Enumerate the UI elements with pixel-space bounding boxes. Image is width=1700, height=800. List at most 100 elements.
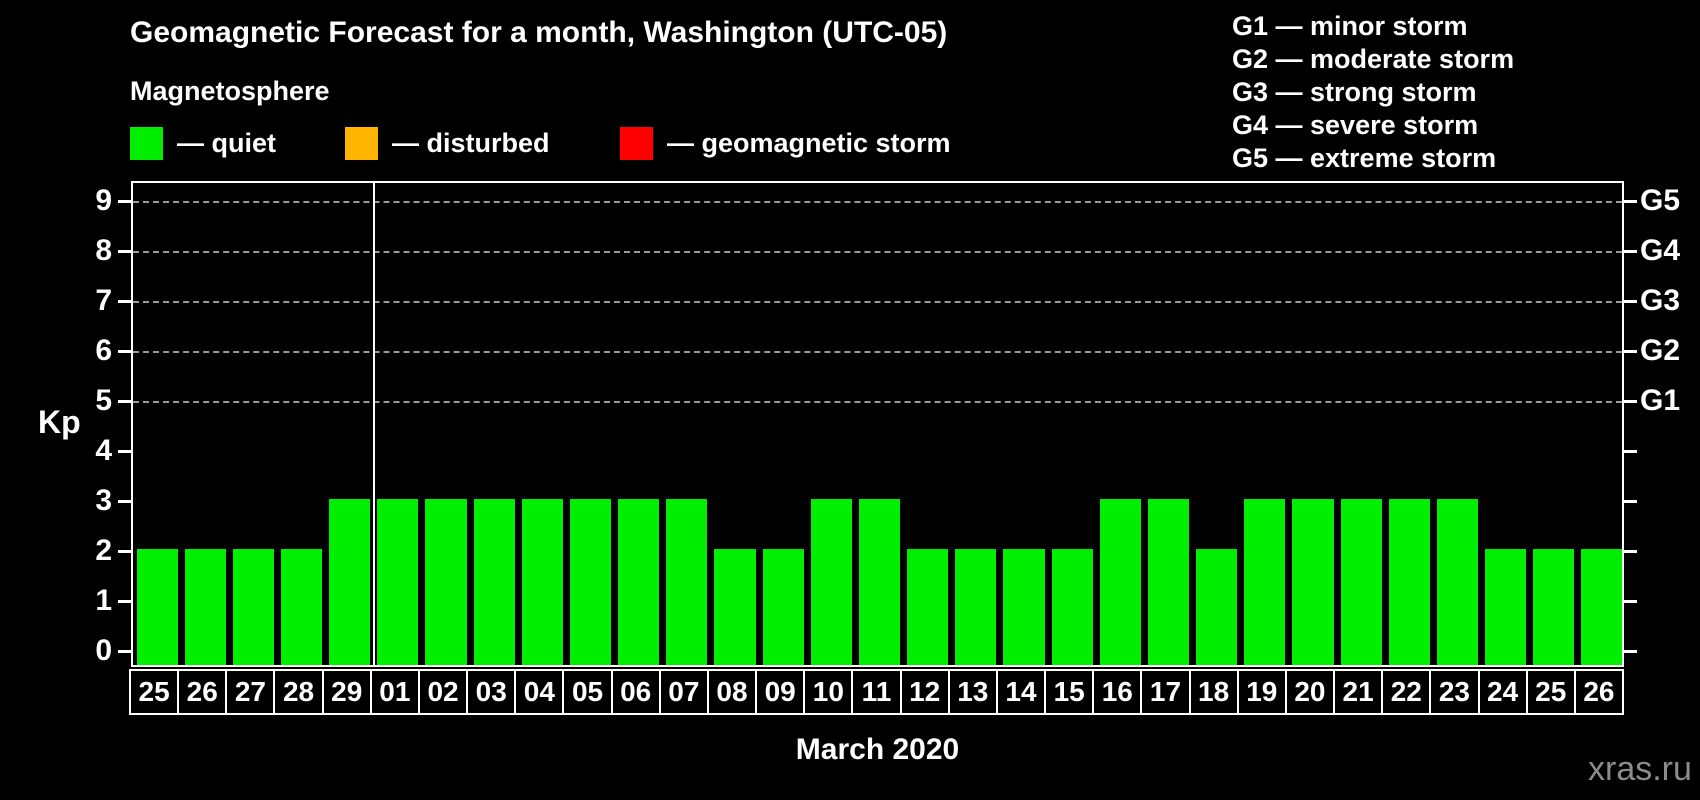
x-axis-day-label: 01 bbox=[369, 669, 420, 715]
kp-bar bbox=[329, 499, 371, 665]
x-axis-day-label: 21 bbox=[1333, 669, 1384, 715]
y-axis-tick bbox=[118, 450, 131, 453]
x-axis-day-label: 19 bbox=[1236, 669, 1287, 715]
gridline-kp-6 bbox=[133, 351, 1622, 353]
y-axis-tick-label: 9 bbox=[95, 184, 112, 217]
y-axis-tick-right bbox=[1624, 650, 1637, 653]
gridline-kp-9 bbox=[133, 201, 1622, 203]
legend-heading: Magnetosphere bbox=[130, 76, 330, 106]
y-axis-tick bbox=[118, 550, 131, 553]
legend-item-quiet: — quiet bbox=[130, 124, 276, 162]
kp-bar bbox=[184, 549, 226, 665]
kp-bar bbox=[907, 549, 949, 665]
x-axis-day-label: 29 bbox=[321, 669, 372, 715]
chart-title: Geomagnetic Forecast for a month, Washin… bbox=[130, 16, 948, 49]
y-axis-tick-label: 2 bbox=[95, 534, 112, 567]
y-axis-tick-label: 4 bbox=[95, 434, 112, 467]
kp-bar bbox=[1196, 549, 1238, 665]
x-axis-day-label: 28 bbox=[273, 669, 324, 715]
y-axis-tick-label: 7 bbox=[95, 284, 112, 317]
x-axis-day-label: 10 bbox=[803, 669, 854, 715]
legend-item-disturbed: — disturbed bbox=[345, 124, 550, 162]
y-axis-tick bbox=[118, 650, 131, 653]
y-axis-tick bbox=[118, 500, 131, 503]
x-axis-day-label: 02 bbox=[417, 669, 469, 715]
x-axis-day-label: 07 bbox=[658, 669, 709, 715]
x-axis-day-label: 17 bbox=[1140, 669, 1191, 715]
x-axis-day-label: 14 bbox=[995, 669, 1047, 715]
x-axis-day-label: 16 bbox=[1092, 669, 1143, 715]
kp-bar bbox=[1436, 499, 1478, 665]
kp-bar bbox=[714, 549, 756, 665]
plot-area bbox=[131, 181, 1624, 667]
y-axis-tick-label: 6 bbox=[95, 334, 112, 367]
y-axis-tick-right bbox=[1624, 200, 1637, 203]
quiet-swatch-icon bbox=[130, 126, 163, 160]
y-axis-tick bbox=[118, 250, 131, 253]
x-axis-day-label: 26 bbox=[1573, 669, 1624, 715]
y-axis-tick bbox=[118, 400, 131, 403]
x-axis-day-label: 25 bbox=[1525, 669, 1576, 715]
y-axis-tick bbox=[118, 600, 131, 603]
disturbed-swatch-icon bbox=[345, 126, 378, 160]
storm-scale-line-g1: G1 — minor storm bbox=[1232, 11, 1468, 41]
legend-item-geomagnetic-storm: — geomagnetic storm bbox=[620, 124, 951, 162]
watermark: xras.ru bbox=[1588, 750, 1692, 788]
kp-bar bbox=[1099, 499, 1141, 665]
x-axis-day-label: 26 bbox=[177, 669, 228, 715]
kp-bar bbox=[1003, 549, 1045, 665]
y-axis-tick-right bbox=[1624, 400, 1637, 403]
g-scale-label: G1 bbox=[1640, 384, 1681, 417]
storm-scale-legend: G1 — minor storm G2 — moderate storm G3 … bbox=[1232, 10, 1514, 175]
kp-bar bbox=[1581, 549, 1623, 665]
y-axis-tick-right bbox=[1624, 500, 1637, 503]
legend-item-label: — quiet bbox=[177, 127, 276, 158]
y-axis-tick bbox=[118, 300, 131, 303]
y-axis-tick-label: 5 bbox=[95, 384, 112, 417]
kp-bar bbox=[858, 499, 901, 665]
y-axis-tick-right bbox=[1624, 350, 1637, 353]
x-axis-title: March 2020 bbox=[795, 733, 960, 766]
legend-item-label: — disturbed bbox=[392, 127, 550, 158]
x-axis-day-label: 04 bbox=[514, 669, 565, 715]
y-axis-tick-right bbox=[1624, 550, 1637, 553]
x-axis-day-label: 15 bbox=[1044, 669, 1095, 715]
kp-bar bbox=[1051, 549, 1093, 665]
storm-scale-line-g2: G2 — moderate storm bbox=[1232, 44, 1515, 74]
x-axis-day-label: 13 bbox=[947, 669, 998, 715]
kp-bar bbox=[666, 499, 708, 665]
kp-bar bbox=[1292, 499, 1334, 665]
g-scale-label: G3 bbox=[1640, 284, 1681, 317]
y-axis-tick bbox=[118, 350, 131, 353]
x-axis-day-label: 12 bbox=[899, 669, 950, 715]
storm-scale-line-g4: G4 — severe storm bbox=[1232, 110, 1479, 140]
month-separator-line bbox=[372, 183, 375, 665]
y-axis-tick bbox=[118, 200, 131, 203]
kp-bar bbox=[810, 499, 852, 665]
gridline-kp-8 bbox=[133, 251, 1622, 253]
x-axis-day-label: 09 bbox=[755, 669, 806, 715]
x-axis-day-label: 11 bbox=[851, 669, 902, 715]
y-axis-tick-right bbox=[1624, 600, 1637, 603]
kp-bar bbox=[1388, 499, 1430, 665]
y-axis-tick-label: 0 bbox=[95, 634, 112, 667]
kp-bar bbox=[618, 499, 660, 665]
x-axis-day-label: 03 bbox=[466, 669, 517, 715]
kp-bar bbox=[521, 499, 563, 665]
kp-bar bbox=[136, 549, 178, 665]
storm-scale-line-g5: G5 — extreme storm bbox=[1232, 143, 1497, 173]
kp-bar bbox=[473, 499, 515, 665]
kp-bar bbox=[955, 549, 997, 665]
y-axis-tick-right bbox=[1624, 450, 1637, 453]
kp-bar bbox=[1340, 499, 1382, 665]
y-axis-tick-right bbox=[1624, 300, 1637, 303]
kp-bar bbox=[1244, 499, 1286, 665]
x-axis-day-label: 06 bbox=[610, 669, 661, 715]
x-axis-day-label: 25 bbox=[129, 669, 180, 715]
kp-bar bbox=[1485, 549, 1527, 665]
g-scale-label: G2 bbox=[1640, 334, 1681, 367]
x-axis-day-label: 18 bbox=[1188, 669, 1239, 715]
kp-bar bbox=[377, 499, 419, 665]
kp-bar bbox=[762, 549, 804, 665]
